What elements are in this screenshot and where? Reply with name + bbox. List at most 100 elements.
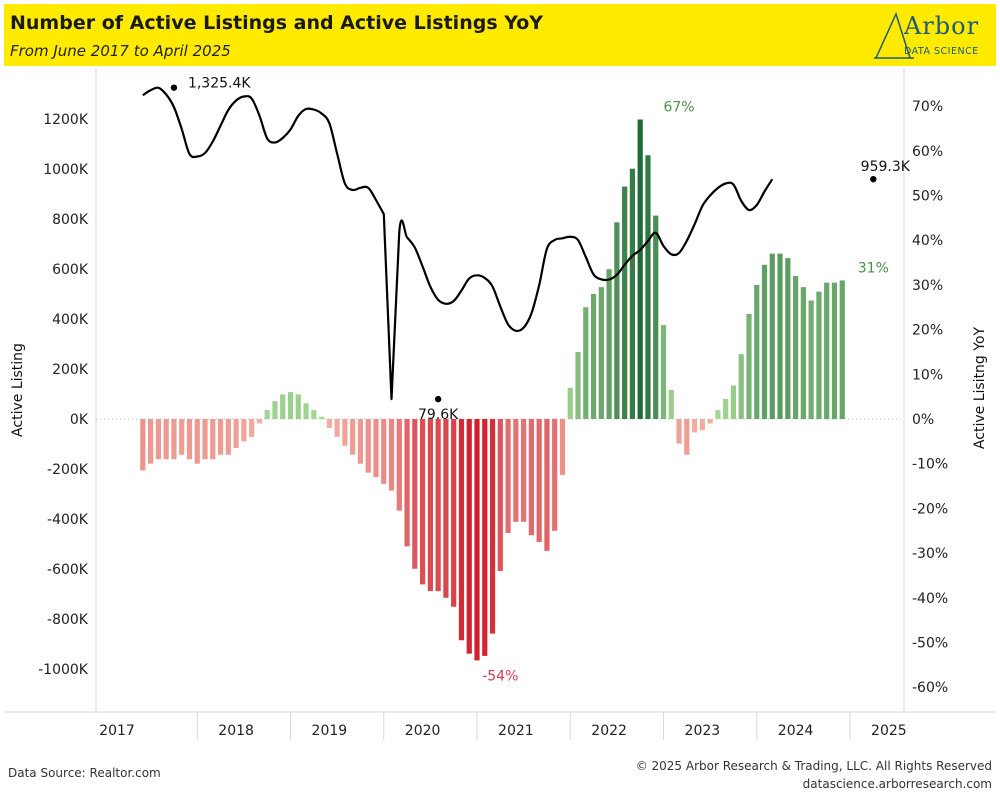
right-tick-label: -30% <box>912 546 948 562</box>
logo-word: Arbor <box>904 12 980 40</box>
yoy-bar <box>489 419 496 634</box>
website-text: datascience.arborresearch.com <box>802 777 992 791</box>
yoy-bar <box>769 253 775 419</box>
right-tick-label: 30% <box>912 278 943 294</box>
yoy-bar <box>699 419 705 431</box>
yoy-bar <box>590 293 597 419</box>
yoy-bar <box>746 313 752 419</box>
header-banner: Number of Active Listings and Active Lis… <box>4 4 996 66</box>
yoy-bar <box>295 394 301 419</box>
yoy-bar <box>217 419 224 455</box>
yoy-bar <box>793 275 799 419</box>
left-tick-label: 0K <box>70 412 89 428</box>
yoy-bar <box>668 389 674 419</box>
yoy-bar <box>691 419 698 433</box>
yoy-bar <box>280 394 286 419</box>
yoy-bar <box>730 385 737 419</box>
x-tick-label: 2022 <box>591 723 627 739</box>
left-tick-label: -800K <box>47 612 89 628</box>
yoy-bar <box>140 419 146 471</box>
yoy-bar <box>202 419 208 460</box>
x-tick-label: 2025 <box>871 723 907 739</box>
yoy-bar <box>420 419 426 585</box>
right-tick-label: -10% <box>912 457 948 473</box>
yoy-bar <box>738 354 744 419</box>
yoy-bar <box>334 419 340 437</box>
yoy-bar <box>575 351 581 419</box>
yoy-bar <box>264 410 270 419</box>
yoy-bar <box>816 291 822 419</box>
right-tick-label: -50% <box>912 636 948 652</box>
left-tick-label: 400K <box>52 312 89 328</box>
yoy-bar <box>287 392 294 419</box>
yoy-bar <box>761 264 768 419</box>
yoy-bar <box>388 419 395 491</box>
yoy-bar <box>536 419 542 542</box>
yoy-bar <box>404 419 410 547</box>
yoy-bar <box>785 258 791 419</box>
yoy-bar <box>839 280 845 419</box>
left-tick-label: 1200K <box>43 112 89 128</box>
right-tick-label: 10% <box>912 367 943 383</box>
chart-subtitle: From June 2017 to April 2025 <box>10 42 231 60</box>
yoy-bar <box>427 419 433 592</box>
yoy-bar <box>723 398 729 419</box>
yoy-bar <box>707 419 713 424</box>
yoy-bar <box>194 419 200 464</box>
yoy-bar <box>808 300 814 419</box>
x-tick-label: 2020 <box>405 723 441 739</box>
yoy-bar <box>505 419 511 533</box>
x-tick-label: 2023 <box>685 723 721 739</box>
yoy-bar <box>303 403 309 419</box>
yoy-bar <box>365 419 371 473</box>
yoy-bar <box>225 419 231 455</box>
yoy-bar <box>350 419 356 455</box>
yoy-bar <box>163 419 169 460</box>
yoy-bar <box>311 410 317 419</box>
yoy-bar <box>645 155 651 419</box>
yoy-bar <box>186 419 193 460</box>
bar-value-label: 67% <box>663 100 694 116</box>
right-tick-label: -60% <box>912 680 948 696</box>
yoy-bar <box>233 419 239 449</box>
right-tick-label: 0% <box>912 412 934 428</box>
yoy-bar <box>443 419 449 598</box>
yoy-bar <box>684 419 690 455</box>
yoy-bar <box>249 419 255 437</box>
yoy-bar <box>583 307 589 419</box>
right-tick-label: 40% <box>912 233 943 249</box>
chart-title: Number of Active Listings and Active Lis… <box>10 12 544 34</box>
yoy-bar <box>513 419 519 522</box>
yoy-bar <box>497 419 503 571</box>
yoy-bar <box>396 419 402 511</box>
yoy-bar <box>824 282 830 419</box>
yoy-bar <box>598 287 604 419</box>
yoy-bar <box>148 419 154 464</box>
yoy-bar <box>521 419 527 522</box>
yoy-bar <box>357 419 364 464</box>
active-listing-line <box>142 86 774 401</box>
yoy-bar <box>676 419 682 444</box>
copyright-text: © 2025 Arbor Research & Trading, LLC. Al… <box>635 759 992 773</box>
left-tick-label: 1000K <box>43 162 89 178</box>
yoy-bar <box>660 325 667 419</box>
yoy-bar <box>342 419 348 446</box>
listings-line <box>142 86 774 401</box>
yoy-bar <box>629 168 636 419</box>
line-value-label: 959.3K <box>861 159 911 175</box>
yoy-bar <box>754 284 760 419</box>
yoy-bar <box>614 222 620 419</box>
yoy-bar <box>155 419 161 460</box>
right-tick-label: 60% <box>912 144 943 160</box>
yoy-bar <box>777 253 783 419</box>
yoy-bar <box>567 387 573 419</box>
yoy-bar <box>653 215 659 419</box>
yoy-bars <box>140 119 845 661</box>
arbor-logo-mark-icon <box>874 11 914 59</box>
combo-chart: 1200K 1000K 800K 600K 400K 200K 0K -200K -400K -6… <box>4 68 996 740</box>
yoy-bar <box>326 419 332 428</box>
yoy-bar <box>272 401 278 419</box>
left-axis-title: Active Listing <box>10 343 26 437</box>
left-tick-label: -1000K <box>38 662 89 678</box>
yoy-bar <box>637 119 643 419</box>
